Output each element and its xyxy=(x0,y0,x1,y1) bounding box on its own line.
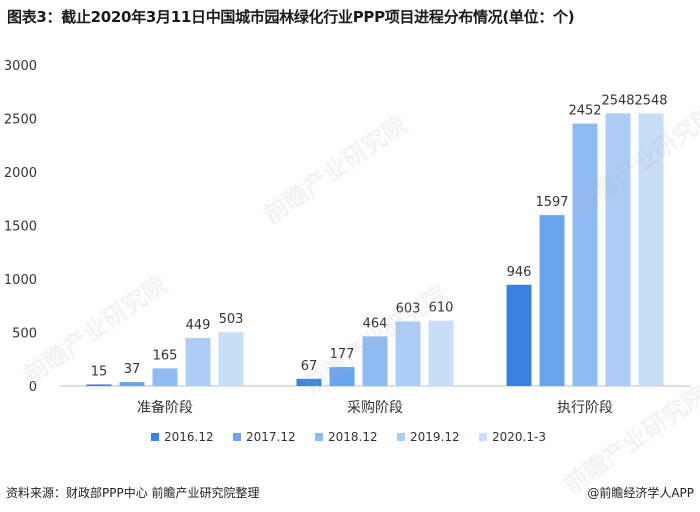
y-tick-label: 1500 xyxy=(4,220,37,235)
bar-value-label: 610 xyxy=(429,301,454,316)
bar xyxy=(296,378,322,386)
bar xyxy=(329,367,355,386)
y-tick-label: 2500 xyxy=(4,113,37,128)
bar-value-label: 946 xyxy=(507,265,532,280)
y-tick-label: 3000 xyxy=(4,59,37,74)
x-category-label: 执行阶段 xyxy=(557,400,613,416)
bar xyxy=(506,284,532,386)
bars: 15 67 946 37 177 1597 165 464 2452 449 603 2548 503 6… xyxy=(86,93,668,387)
bar xyxy=(362,336,388,386)
legend-label: 2017.12 xyxy=(246,430,296,444)
chart-title: 图表3：截止2020年3月11日中国城市园林绿化行业PPP项目进程分布情况(单位… xyxy=(7,8,575,26)
y-tick-label: 1000 xyxy=(4,273,37,288)
x-category-label: 准备阶段 xyxy=(137,399,193,416)
bar-value-label: 165 xyxy=(153,348,178,363)
bar-value-label: 67 xyxy=(301,359,318,374)
legend-swatch xyxy=(233,433,241,441)
bar-value-label: 603 xyxy=(396,301,421,316)
bar-value-label: 37 xyxy=(124,362,141,377)
y-axis: 0 500 1000 1500 2000 2500 3000 xyxy=(4,59,37,395)
bar-value-label: 449 xyxy=(186,318,211,333)
legend-label: 2018.12 xyxy=(328,430,378,444)
bar-value-label: 15 xyxy=(91,364,108,379)
bar-value-label: 503 xyxy=(219,312,244,327)
y-tick-label: 0 xyxy=(29,380,37,395)
bar xyxy=(86,384,112,386)
x-axis: 准备阶段 采购阶段 执行阶段 xyxy=(60,385,690,416)
bar-value-label: 177 xyxy=(330,347,355,362)
bar-value-label: 2548 xyxy=(634,93,667,108)
legend-swatch xyxy=(397,433,405,441)
y-tick-label: 2000 xyxy=(4,166,37,181)
legend-label: 2016.12 xyxy=(164,430,214,444)
source-note: 资料来源：财政部PPP中心 前瞻产业研究院整理 xyxy=(6,486,260,500)
bar xyxy=(119,382,145,386)
bar xyxy=(605,113,631,386)
legend-swatch xyxy=(151,433,159,441)
bar xyxy=(185,337,211,386)
legend-swatch xyxy=(315,433,323,441)
legend-label: 2020.1-3 xyxy=(492,430,546,444)
bar-value-label: 2548 xyxy=(601,93,634,108)
legend: 2016.12 2017.12 2018.12 2019.12 2020.1-3 xyxy=(151,430,546,444)
x-category-label: 采购阶段 xyxy=(347,400,403,416)
bar xyxy=(218,332,244,386)
legend-label: 2019.12 xyxy=(410,430,460,444)
bar-value-label: 464 xyxy=(363,316,388,331)
bar xyxy=(539,215,565,386)
bar xyxy=(572,123,598,387)
legend-swatch xyxy=(479,433,487,441)
bar xyxy=(428,320,454,386)
bar xyxy=(152,368,178,386)
y-tick-label: 500 xyxy=(12,327,37,342)
bar xyxy=(638,113,664,386)
bar-value-label: 2452 xyxy=(568,104,601,119)
bar xyxy=(395,321,421,386)
bar-value-label: 1597 xyxy=(535,195,568,210)
brand-credit: @前瞻经济学人APP xyxy=(587,486,694,500)
